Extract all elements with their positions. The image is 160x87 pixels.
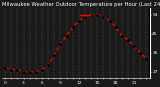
Text: Milwaukee Weather Outdoor Temperature per Hour (Last 24 Hours): Milwaukee Weather Outdoor Temperature pe… — [2, 2, 160, 7]
